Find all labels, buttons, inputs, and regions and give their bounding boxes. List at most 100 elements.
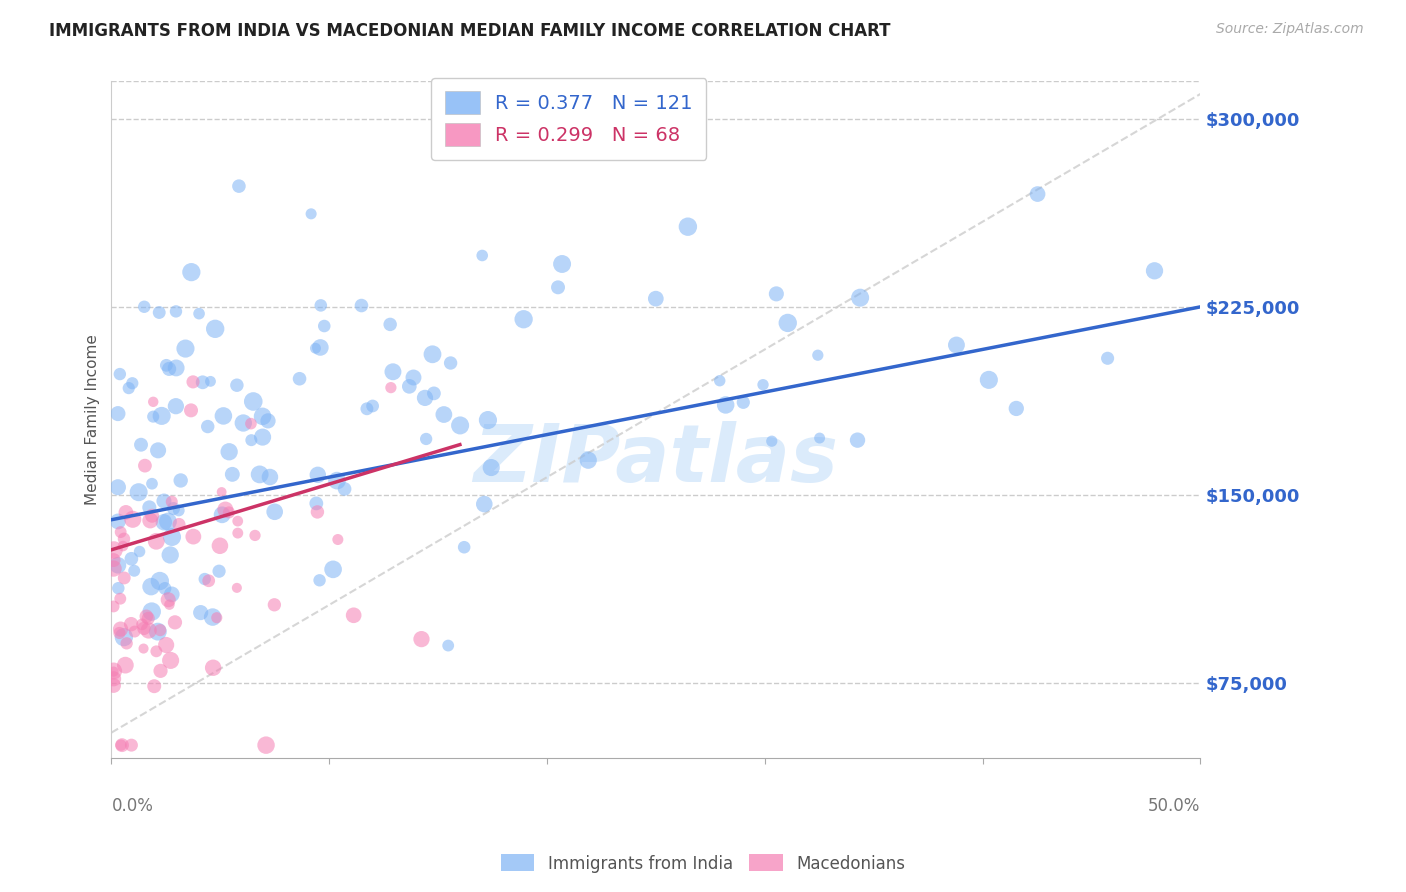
Immigrants from India [361,399,384,413]
Macedonians [136,611,159,625]
Immigrants from India [165,304,187,318]
Immigrants from India [190,606,212,620]
Y-axis label: Median Family Income: Median Family Income [86,334,100,505]
Immigrants from India [225,378,247,392]
Immigrants from India [477,413,499,427]
Immigrants from India [212,409,235,423]
Immigrants from India [121,376,143,391]
Immigrants from India [765,286,787,301]
Immigrants from India [402,370,425,384]
Macedonians [110,622,132,636]
Immigrants from India [107,407,129,421]
Immigrants from India [471,248,494,262]
Immigrants from India [479,460,502,475]
Immigrants from India [221,467,243,482]
Immigrants from India [309,298,332,312]
Immigrants from India [146,624,169,639]
Macedonians [411,632,433,646]
Macedonians [103,599,125,614]
Immigrants from India [413,391,436,405]
Immigrants from India [257,414,280,428]
Macedonians [183,530,205,544]
Immigrants from India [945,338,967,352]
Immigrants from India [807,348,830,362]
Immigrants from India [201,610,224,624]
Immigrants from India [709,374,731,388]
Immigrants from India [1026,187,1049,202]
Immigrants from India [576,453,599,467]
Immigrants from India [167,503,190,517]
Macedonians [103,553,125,567]
Macedonians [120,617,142,632]
Macedonians [214,502,236,516]
Immigrants from India [776,316,799,330]
Macedonians [243,528,266,542]
Macedonians [111,738,134,752]
Immigrants from India [150,409,173,423]
Immigrants from India [415,432,437,446]
Macedonians [149,623,172,637]
Text: 0.0%: 0.0% [111,797,153,814]
Macedonians [114,658,136,673]
Immigrants from India [107,581,129,595]
Text: IMMIGRANTS FROM INDIA VS MACEDONIAN MEDIAN FAMILY INCOME CORRELATION CHART: IMMIGRANTS FROM INDIA VS MACEDONIAN MEDI… [49,22,891,40]
Immigrants from India [259,470,281,484]
Macedonians [110,524,132,539]
Immigrants from India [1097,351,1119,366]
Immigrants from India [305,496,328,510]
Immigrants from India [142,409,165,424]
Macedonians [103,543,125,558]
Immigrants from India [644,292,666,306]
Immigrants from India [752,377,775,392]
Immigrants from India [118,381,141,395]
Macedonians [307,505,329,519]
Immigrants from India [162,501,184,516]
Immigrants from India [160,530,183,544]
Immigrants from India [422,347,444,361]
Immigrants from India [157,362,180,376]
Macedonians [226,526,249,541]
Text: ZIPatlas: ZIPatlas [474,421,838,500]
Macedonians [181,375,204,389]
Immigrants from India [423,386,446,401]
Macedonians [180,403,202,417]
Immigrants from India [120,551,142,566]
Macedonians [155,638,177,652]
Immigrants from India [240,433,263,447]
Immigrants from India [333,482,356,496]
Immigrants from India [141,605,163,619]
Text: Source: ZipAtlas.com: Source: ZipAtlas.com [1216,22,1364,37]
Macedonians [135,609,157,624]
Immigrants from India [547,280,569,294]
Immigrants from India [437,639,460,653]
Macedonians [225,581,247,595]
Macedonians [142,394,165,409]
Immigrants from India [194,572,217,586]
Macedonians [139,514,162,528]
Macedonians [108,626,131,640]
Macedonians [115,636,138,650]
Immigrants from India [242,394,264,409]
Legend: Immigrants from India, Macedonians: Immigrants from India, Macedonians [495,847,911,880]
Macedonians [121,512,143,526]
Macedonians [211,485,233,500]
Macedonians [134,458,156,473]
Immigrants from India [197,419,219,434]
Macedonians [103,561,125,575]
Immigrants from India [398,379,420,393]
Immigrants from India [472,497,495,511]
Macedonians [112,571,135,585]
Immigrants from India [155,359,177,373]
Macedonians [157,592,180,607]
Immigrants from India [761,434,783,449]
Immigrants from India [139,580,162,594]
Immigrants from India [249,467,271,482]
Immigrants from India [307,467,329,482]
Macedonians [132,621,155,635]
Immigrants from India [322,562,344,576]
Immigrants from India [808,431,831,445]
Immigrants from India [138,500,160,515]
Immigrants from India [107,558,129,573]
Macedonians [124,624,146,639]
Macedonians [197,574,219,588]
